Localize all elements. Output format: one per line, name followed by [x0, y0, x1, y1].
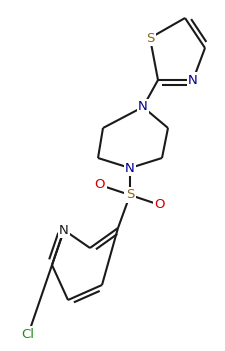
- Text: O: O: [94, 179, 105, 192]
- Text: N: N: [187, 73, 197, 86]
- Text: S: S: [145, 32, 153, 45]
- Text: Cl: Cl: [21, 329, 34, 342]
- Text: N: N: [125, 161, 134, 174]
- Text: N: N: [59, 224, 69, 237]
- Text: O: O: [154, 199, 164, 212]
- Text: S: S: [125, 188, 134, 201]
- Text: N: N: [137, 100, 147, 113]
